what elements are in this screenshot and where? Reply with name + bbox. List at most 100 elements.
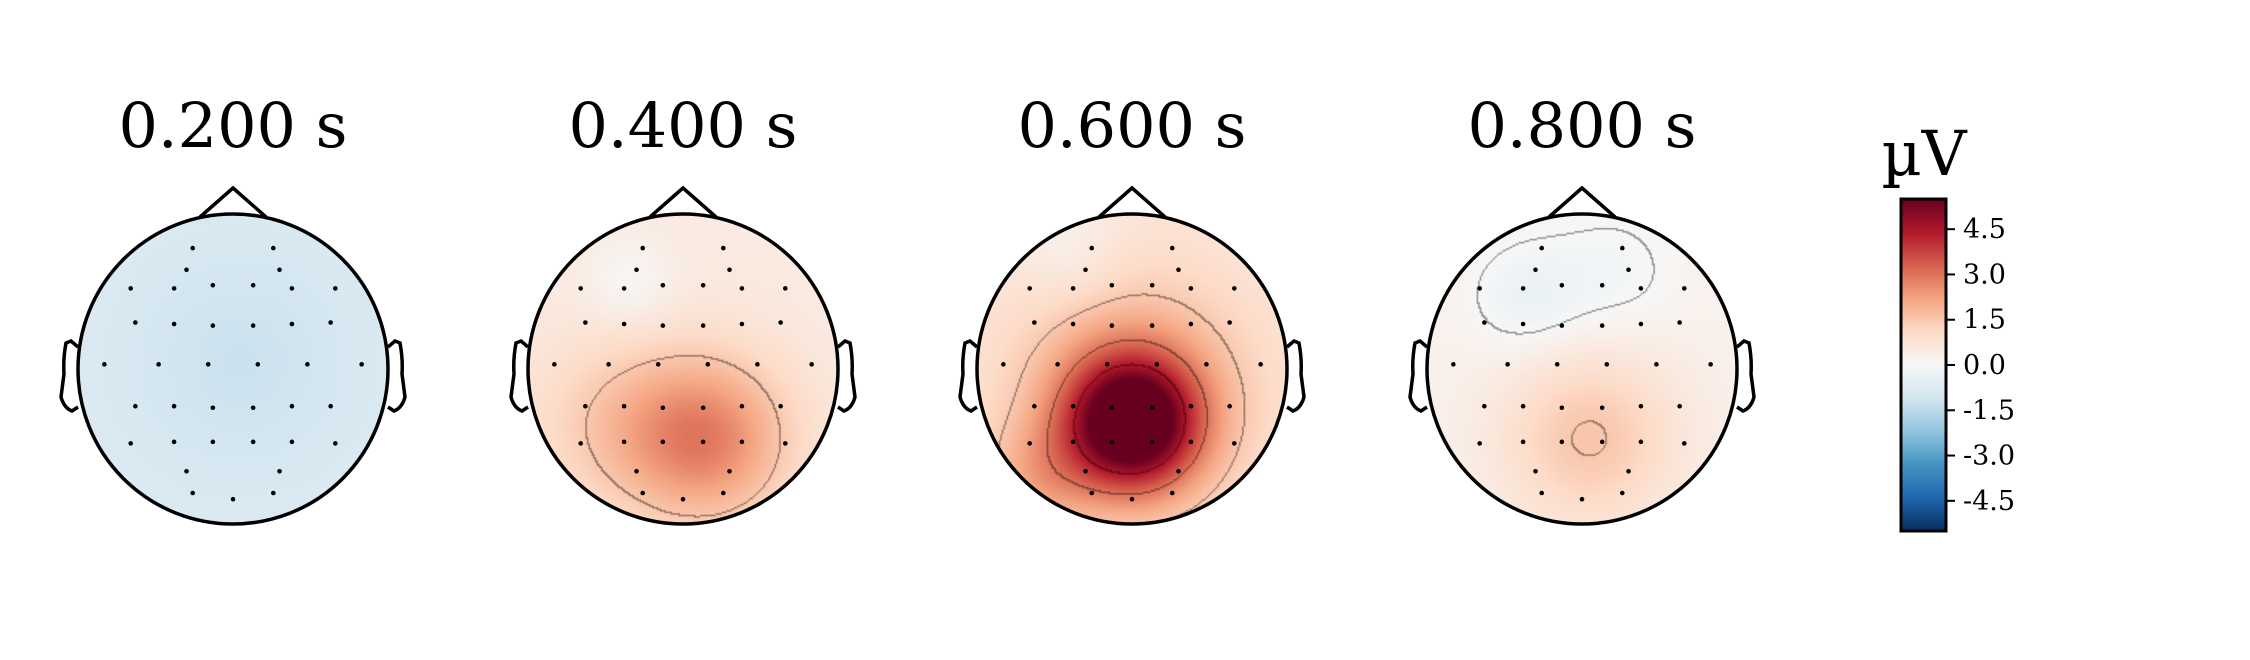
sensor-marker	[1682, 441, 1687, 446]
sensor-marker	[1227, 320, 1232, 325]
sensor-marker	[739, 403, 745, 409]
sensor-marker	[660, 323, 666, 328]
colorbar-tick-label: 3.0	[1963, 259, 2006, 290]
colorbar: µV 4.5 3.0 1.5 0.0 -1.5 -3.0 -4.5	[1881, 117, 2015, 533]
sensor-marker	[1677, 403, 1682, 409]
sensor-marker	[1604, 362, 1610, 367]
sensor-marker	[1638, 439, 1644, 445]
sensor-marker	[1149, 283, 1155, 288]
sensor-marker	[1055, 362, 1060, 367]
map-title: 0.800 s	[1467, 89, 1696, 162]
sensor-marker	[621, 321, 627, 327]
sensor-marker	[171, 321, 177, 327]
sensor-marker	[1654, 362, 1659, 367]
sensor-marker	[133, 403, 138, 409]
sensor-marker	[621, 439, 627, 445]
sensor-marker	[1520, 286, 1526, 291]
sensor-marker	[1638, 286, 1644, 291]
sensor-marker	[1070, 321, 1076, 327]
sensor-marker	[660, 283, 666, 288]
left-ear-outline	[1408, 338, 1429, 413]
sensor-marker	[1258, 362, 1263, 367]
sensor-marker	[102, 362, 107, 367]
topomap-0400s: 0.400 s	[509, 89, 857, 526]
sensor-marker	[1708, 362, 1713, 367]
sensor-marker	[705, 362, 711, 367]
sensor-marker	[721, 245, 726, 251]
sensor-marker	[1599, 283, 1605, 288]
topomap-heatmap	[1427, 214, 1737, 524]
colorbar-gradient	[1899, 197, 1948, 533]
sensor-marker	[778, 403, 783, 409]
sensor-marker	[727, 267, 732, 273]
sensor-marker	[1539, 490, 1544, 496]
sensor-marker	[171, 403, 177, 409]
head-outline	[975, 212, 1289, 526]
sensor-marker	[333, 441, 338, 446]
sensor-marker	[1554, 362, 1560, 367]
sensor-marker	[205, 362, 211, 367]
topomap-0600s: 0.600 s	[958, 89, 1306, 526]
colorbar-tick-label: 4.5	[1963, 214, 2006, 245]
sensor-marker	[1109, 439, 1115, 445]
left-ear-outline	[958, 338, 979, 413]
sensor-marker	[783, 286, 788, 291]
colorbar-tick-label: 0.0	[1963, 350, 2006, 381]
sensor-marker	[739, 286, 745, 291]
sensor-marker	[1109, 405, 1115, 411]
sensor-marker	[1682, 286, 1687, 291]
map-title: 0.200 s	[118, 89, 347, 162]
head-outline	[76, 212, 390, 526]
sensor-marker	[1638, 403, 1644, 409]
sensor-marker	[1001, 362, 1006, 367]
sensor-marker	[328, 403, 333, 409]
sensor-marker	[640, 245, 645, 251]
sensor-marker	[184, 469, 189, 474]
sensor-marker	[755, 362, 760, 367]
sensor-marker	[1227, 403, 1232, 409]
sensor-marker	[621, 403, 627, 409]
sensor-marker	[289, 321, 295, 327]
sensor-marker	[289, 286, 295, 291]
sensor-marker	[359, 362, 364, 367]
sensor-marker	[1070, 286, 1076, 291]
right-ear-outline	[1285, 338, 1306, 413]
colorbar-unit: µV	[1881, 117, 1967, 190]
sensor-marker	[133, 320, 138, 325]
left-ear-outline	[509, 338, 530, 413]
sensor-marker	[1482, 403, 1487, 409]
nose-outline	[648, 185, 718, 219]
map-title: 0.400 s	[568, 89, 797, 162]
sensor-marker	[1188, 403, 1194, 409]
sensor-marker	[128, 286, 133, 291]
sensor-marker	[634, 267, 639, 273]
sensor-marker	[634, 469, 639, 474]
sensor-marker	[640, 490, 645, 496]
sensor-marker	[1477, 441, 1482, 446]
sensor-marker	[289, 439, 295, 445]
sensor-marker	[783, 441, 788, 446]
topomap-0800s: 0.800 s	[1408, 89, 1756, 526]
sensor-marker	[1477, 286, 1482, 291]
sensor-marker	[578, 441, 583, 446]
sensor-marker	[156, 362, 161, 367]
sensor-marker	[210, 405, 216, 411]
nose-outline	[198, 185, 268, 219]
sensor-marker	[660, 439, 666, 445]
sensor-marker	[1533, 267, 1538, 273]
sensor-marker	[739, 321, 745, 327]
right-ear-outline	[836, 338, 857, 413]
sensor-marker	[809, 362, 814, 367]
sensor-marker	[621, 286, 627, 291]
sensor-marker	[1599, 405, 1605, 411]
sensor-marker	[210, 323, 216, 328]
sensor-marker	[1176, 469, 1181, 474]
sensor-marker	[700, 283, 706, 288]
sensor-marker	[1232, 441, 1237, 446]
sensor-marker	[1188, 286, 1194, 291]
sensor-marker	[1533, 469, 1538, 474]
sensor-marker	[271, 490, 276, 496]
sensor-marker	[1032, 320, 1037, 325]
colorbar-tick-label: -3.0	[1963, 441, 2015, 472]
sensor-marker	[255, 362, 261, 367]
